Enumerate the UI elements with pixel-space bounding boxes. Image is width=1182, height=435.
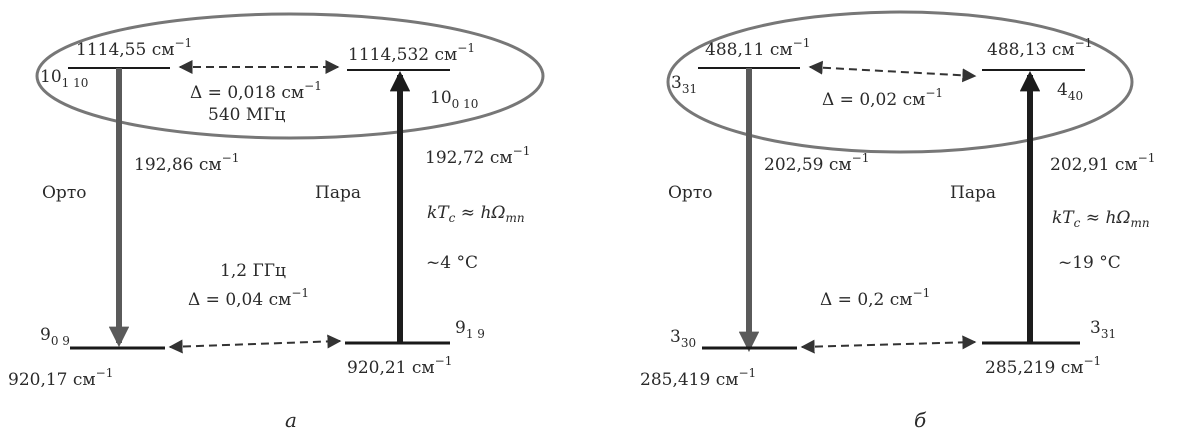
- panel-a-formula: kTc ≈ hΩmn: [427, 203, 525, 225]
- panel-b-top-left-value: 488,11 см−1: [705, 36, 810, 60]
- panel-a-bottom-freq: 1,2 ГГц: [220, 261, 286, 281]
- panel-a-para-energy: 192,72 см−1: [425, 144, 530, 168]
- panel-b-top-right-value: 488,13 см−1: [987, 36, 1092, 60]
- panel-a: 1114,55 см−1 1114,532 см−1 101 10 100 10…: [8, 12, 545, 432]
- panel-b-caption: б: [914, 408, 927, 432]
- panel-a-bottom-left-value: 920,17 см−1: [8, 366, 113, 390]
- panel-b-bottom-right-state: 331: [1090, 318, 1116, 341]
- panel-b-ortho-energy: 202,59 см−1: [764, 151, 869, 175]
- panel-b-para-label: Пара: [950, 183, 996, 203]
- panel-a-caption: а: [285, 408, 297, 432]
- panel-a-top-right-state: 100 10: [430, 88, 478, 111]
- panel-a-bottom-dashed-arrow: [168, 334, 342, 354]
- panel-b-bottom-left-value: 285,419 см−1: [640, 366, 756, 390]
- panel-a-para-label: Пара: [315, 183, 361, 203]
- panel-a-bottom-right-value: 920,21 см−1: [347, 354, 452, 378]
- panel-b-top-right-state: 440: [1057, 80, 1083, 103]
- panel-b-temperature: ~19 °C: [1058, 253, 1121, 273]
- panel-b: 488,11 см−1 488,13 см−1 331 440 Δ = 0,02…: [640, 10, 1155, 432]
- panel-b-upper-ellipse: [666, 10, 1134, 154]
- panel-a-top-right-value: 1114,532 см−1: [348, 41, 475, 65]
- panel-a-upper-ellipse: [35, 12, 545, 140]
- panel-b-formula: kTc ≈ hΩmn: [1052, 208, 1150, 230]
- panel-b-ortho-label: Орто: [668, 183, 712, 203]
- panel-a-bottom-right-state: 91 9: [455, 318, 485, 341]
- panel-a-bottom-delta: Δ = 0,04 см−1: [188, 286, 309, 310]
- panel-a-top-left-value: 1114,55 см−1: [76, 36, 192, 60]
- panel-a-top-freq: 540 МГц: [208, 105, 286, 125]
- panel-a-top-left-state: 101 10: [40, 67, 88, 90]
- panel-a-bottom-left-state: 90 9: [40, 325, 70, 348]
- panel-a-ortho-energy: 192,86 см−1: [134, 151, 239, 175]
- panel-b-bottom-dashed-arrow: [800, 335, 977, 354]
- panel-a-ortho-label: Орто: [42, 183, 86, 203]
- panel-a-temperature: ~4 °C: [426, 253, 478, 273]
- panel-b-top-delta: Δ = 0,02 см−1: [822, 86, 943, 110]
- panel-b-top-left-state: 331: [671, 73, 697, 96]
- panel-b-para-energy: 202,91 см−1: [1050, 151, 1155, 175]
- panel-a-top-delta: Δ = 0,018 см−1: [190, 79, 322, 103]
- panel-b-bottom-right-value: 285,219 см−1: [985, 354, 1101, 378]
- panel-b-bottom-delta: Δ = 0,2 см−1: [820, 286, 930, 310]
- panel-b-top-dashed-arrow: [808, 60, 977, 83]
- panel-b-bottom-left-state: 330: [670, 327, 696, 350]
